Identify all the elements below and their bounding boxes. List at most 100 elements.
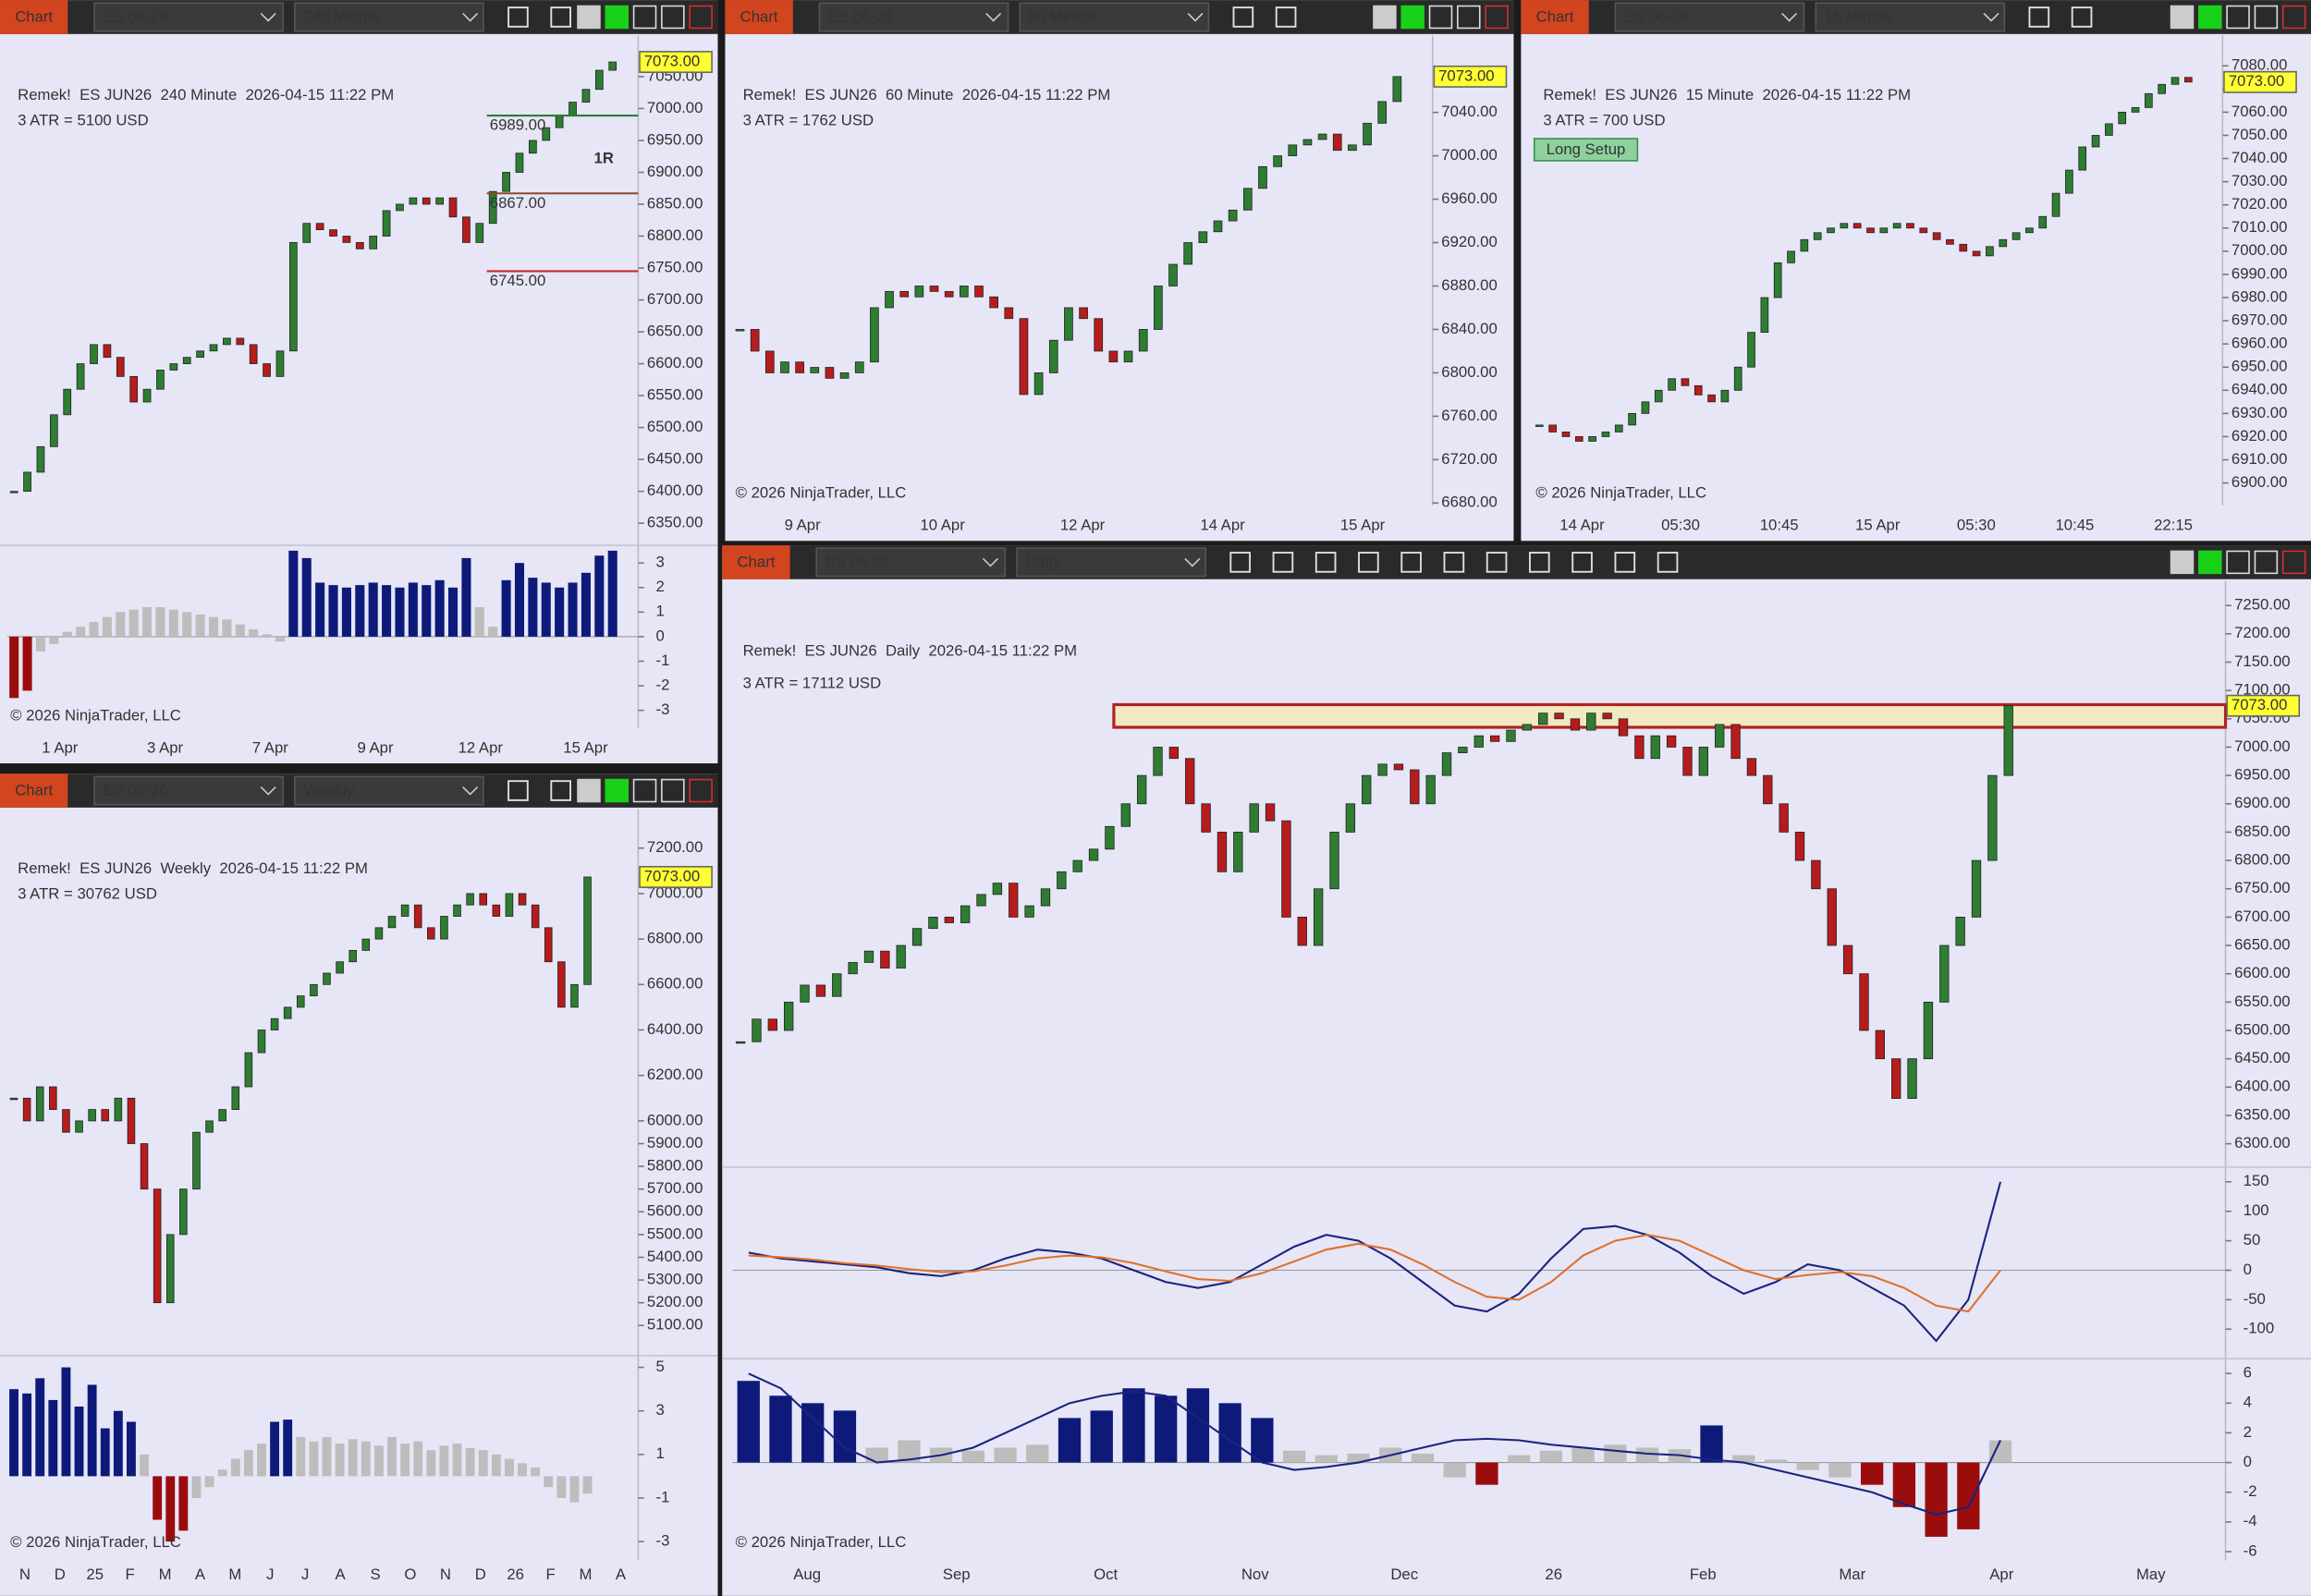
minimize-button[interactable] — [632, 778, 657, 803]
window-gray-button[interactable] — [577, 5, 601, 30]
minimize-button[interactable] — [2226, 550, 2250, 575]
y-tick-label: 6900.00 — [2234, 794, 2291, 811]
maximize-button[interactable] — [661, 778, 685, 803]
candle — [1561, 432, 1571, 437]
toolbar-icon[interactable] — [1657, 552, 1679, 573]
dropdown-arrow — [985, 12, 1002, 22]
close-button[interactable] — [2281, 550, 2306, 575]
interval-selector[interactable] — [294, 775, 484, 806]
instrument-label[interactable]: ES 06-26 — [104, 782, 168, 799]
toolbar-icon[interactable] — [1358, 552, 1379, 573]
window-gray-button[interactable] — [1373, 5, 1397, 30]
chart-tab[interactable] — [1521, 0, 1589, 34]
toolbar-icon[interactable] — [2028, 6, 2050, 28]
instrument-label[interactable]: ES 06-26 — [104, 8, 168, 26]
link-button-button[interactable] — [2198, 5, 2222, 30]
oscillator-line — [748, 1234, 2001, 1313]
instrument-selector[interactable] — [93, 775, 284, 806]
chart-tab-label[interactable]: Chart — [1536, 8, 1574, 26]
close-button[interactable] — [1485, 5, 1509, 30]
candle — [800, 984, 810, 1003]
chart-tab-label[interactable]: Chart — [15, 782, 53, 799]
window-gray-button[interactable] — [2170, 5, 2195, 30]
maximize-button[interactable] — [1457, 5, 1481, 30]
candle — [165, 1234, 175, 1304]
link-button-button[interactable] — [1400, 5, 1425, 30]
candle — [885, 290, 894, 309]
toolbar-icon[interactable] — [1272, 552, 1294, 573]
toolbar-icon[interactable] — [1486, 552, 1508, 573]
candle — [2183, 77, 2193, 83]
interval-label[interactable]: Weekly — [303, 782, 354, 799]
chart-tab-label[interactable]: Chart — [737, 554, 775, 571]
toolbar-icon[interactable] — [550, 780, 571, 801]
toolbar-icon[interactable] — [1614, 552, 1636, 573]
histogram-bar — [408, 582, 418, 637]
instrument-label[interactable]: ES 06-26 — [825, 554, 890, 571]
maximize-button[interactable] — [2254, 5, 2279, 30]
y-tick-label: 6900.00 — [2232, 473, 2288, 491]
interval-label[interactable]: 240 Minute — [303, 8, 380, 26]
link-button-button[interactable] — [2198, 550, 2222, 575]
toolbar-icon[interactable] — [550, 6, 571, 28]
histogram-bar — [1957, 1462, 1980, 1529]
toolbar-icon[interactable] — [2071, 6, 2093, 28]
histogram-bar — [1796, 1462, 1819, 1470]
minimize-button[interactable] — [2226, 5, 2250, 30]
instrument-selector[interactable] — [93, 2, 284, 32]
x-tick-label: M — [580, 1566, 593, 1583]
toolbar-icon[interactable] — [1229, 552, 1251, 573]
toolbar-icon[interactable] — [1571, 552, 1593, 573]
chart-tab[interactable] — [722, 545, 790, 579]
interval-label[interactable]: 60 Minute — [1029, 8, 1097, 26]
window-gray-button[interactable] — [2170, 550, 2195, 575]
interval-selector[interactable] — [294, 2, 484, 32]
y-tick-label: 5400.00 — [647, 1248, 703, 1265]
close-button[interactable] — [689, 778, 713, 803]
link-button-button[interactable] — [605, 5, 630, 30]
candle — [531, 904, 540, 929]
window-gray-button[interactable] — [577, 778, 601, 803]
toolbar-icon[interactable] — [1400, 552, 1422, 573]
maximize-button[interactable] — [661, 5, 685, 30]
x-tick-label: 26 — [1545, 1566, 1562, 1583]
chart-tab[interactable] — [0, 774, 68, 808]
y-tick-label: 6750.00 — [647, 258, 703, 275]
toolbar-icon[interactable] — [1275, 6, 1297, 28]
x-tick-label: O — [404, 1566, 416, 1583]
candle — [1614, 424, 1623, 433]
candle — [1827, 888, 1837, 946]
interval-label[interactable]: 15 Minute — [1825, 8, 1893, 26]
toolbar-icon[interactable] — [1443, 552, 1465, 573]
chart-tab[interactable] — [725, 0, 793, 34]
minimize-button[interactable] — [632, 5, 657, 30]
histogram-bar — [89, 621, 99, 637]
interval-selector[interactable] — [1019, 2, 1210, 32]
minimize-button[interactable] — [1428, 5, 1453, 30]
instrument-selector[interactable] — [815, 547, 1007, 578]
chart-tab-label[interactable]: Chart — [15, 8, 53, 26]
close-button[interactable] — [2281, 5, 2306, 30]
toolbar-icon[interactable] — [507, 6, 529, 28]
link-button-button[interactable] — [605, 778, 630, 803]
y-tick-label: 6350.00 — [2234, 1105, 2291, 1123]
candle — [750, 329, 760, 352]
chart-tab-label[interactable]: Chart — [740, 8, 778, 26]
toolbar-icon[interactable] — [1529, 552, 1550, 573]
chart-tab[interactable] — [0, 0, 68, 34]
instrument-selector[interactable] — [1614, 2, 1805, 32]
maximize-button[interactable] — [2254, 550, 2279, 575]
instrument-label[interactable]: ES 06-26 — [828, 8, 893, 26]
y-tick-label: 7200.00 — [647, 838, 703, 856]
candle — [767, 1018, 777, 1031]
toolbar-icon[interactable] — [1232, 6, 1254, 28]
toolbar-icon[interactable] — [1314, 552, 1337, 573]
interval-selector[interactable] — [1016, 547, 1207, 578]
toolbar-icon[interactable] — [507, 780, 529, 801]
instrument-selector[interactable] — [818, 2, 1009, 32]
y-tick-label: 150 — [2244, 1172, 2269, 1189]
close-button[interactable] — [689, 5, 713, 30]
interval-label[interactable]: Daily — [1026, 554, 1061, 571]
instrument-label[interactable]: ES 06-26 — [1624, 8, 1689, 26]
interval-selector[interactable] — [1815, 2, 2006, 32]
